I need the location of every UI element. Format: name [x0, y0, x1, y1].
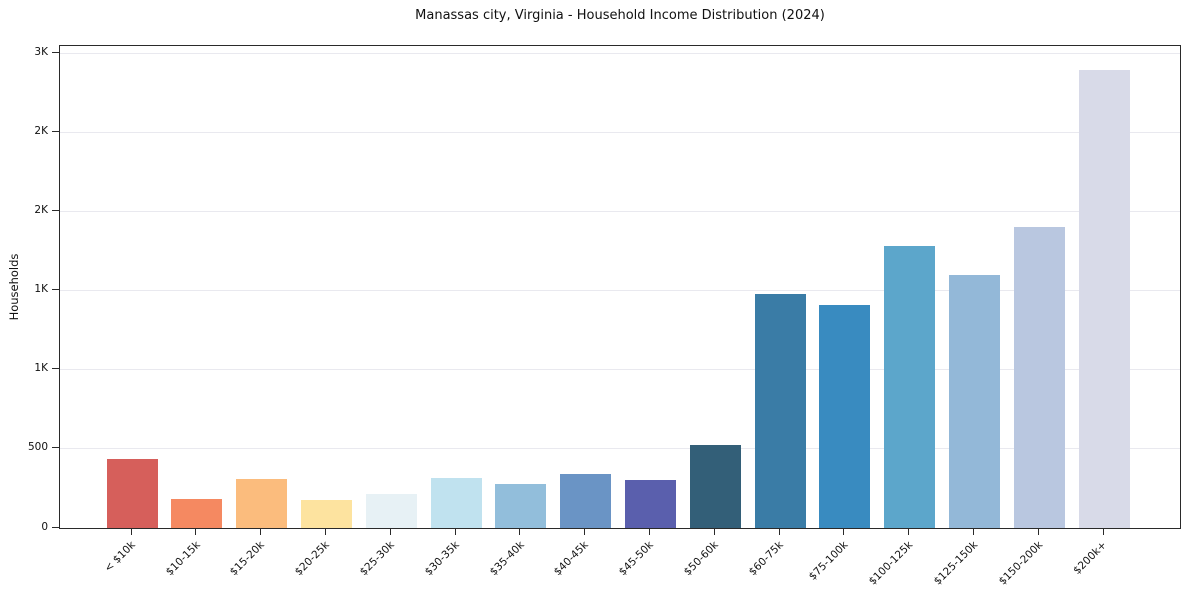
gridline [60, 369, 1180, 371]
x-tick-label: $30-35k [422, 539, 462, 579]
x-tick-mark [648, 529, 650, 535]
gridline [60, 290, 1180, 292]
bar-200k [1078, 69, 1130, 528]
bar-60-75k [754, 294, 806, 528]
gridline [60, 132, 1180, 134]
bar-15-20k [236, 479, 288, 528]
y-tick-mark [52, 526, 59, 528]
x-tick-label: $150-200k [996, 539, 1045, 588]
x-tick-mark [130, 529, 132, 535]
bar-20-25k [300, 499, 352, 528]
x-tick-label: $25-30k [357, 539, 397, 579]
x-tick-mark [389, 529, 391, 535]
y-tick-label: 2K [34, 204, 48, 217]
x-tick-mark [584, 529, 586, 535]
x-tick-mark [1037, 529, 1039, 535]
bar-50-60k [689, 445, 741, 528]
x-tick-mark [260, 529, 262, 535]
bar-30-35k [430, 478, 482, 528]
chart-title: Manassas city, Virginia - Household Inco… [415, 8, 825, 23]
x-tick-label: $75-100k [806, 539, 851, 583]
gridline [60, 53, 1180, 55]
y-tick-label: 0 [41, 520, 48, 533]
x-tick-label: $15-20k [227, 539, 268, 579]
bar-150-200k [1013, 226, 1065, 528]
x-tick-label: $60-75k [746, 539, 786, 579]
x-tick-label: $35-40k [487, 539, 527, 579]
y-tick-mark [52, 131, 59, 133]
y-tick-label: 2K [34, 125, 48, 138]
x-tick-mark [195, 529, 197, 535]
x-tick-mark [908, 529, 910, 535]
y-tick-label: 500 [27, 441, 48, 454]
gridline [60, 448, 1180, 450]
bar-10-15k [171, 498, 223, 528]
x-tick-label: $200k+ [1071, 539, 1110, 577]
gridline [60, 211, 1180, 213]
y-tick-label: 3K [34, 46, 48, 59]
x-tick-mark [778, 529, 780, 535]
bar-100-125k [884, 245, 936, 528]
x-tick-mark [1102, 529, 1104, 535]
y-tick-mark [52, 368, 59, 370]
bar-25-30k [365, 494, 417, 528]
x-tick-mark [843, 529, 845, 535]
y-tick-mark [52, 210, 59, 212]
bar-45-50k [624, 479, 676, 528]
x-tick-mark [972, 529, 974, 535]
x-tick-mark [713, 529, 715, 535]
x-tick-label: $40-45k [551, 539, 592, 579]
x-tick-mark [454, 529, 456, 535]
x-tick-label: $45-50k [616, 539, 656, 579]
bar-10k [106, 459, 158, 528]
x-tick-label: $20-25k [292, 539, 332, 579]
y-tick-mark [52, 52, 59, 54]
x-tick-mark [324, 529, 326, 535]
bar-40-45k [560, 474, 612, 528]
x-tick-mark [519, 529, 521, 535]
y-tick-label: 1K [34, 362, 48, 375]
y-tick-mark [52, 289, 59, 291]
bar-125-150k [948, 275, 1000, 528]
bar-35-40k [495, 483, 547, 528]
x-tick-label: < $10k [101, 539, 138, 575]
x-tick-label: $10-15k [163, 539, 203, 579]
y-tick-label: 1K [34, 283, 48, 296]
x-tick-label: $125-150k [931, 539, 980, 588]
plot-area [59, 45, 1181, 529]
y-tick-mark [52, 447, 59, 449]
x-tick-label: $100-125k [866, 539, 916, 588]
x-tick-label: $50-60k [681, 539, 721, 579]
bar-75-100k [819, 305, 871, 528]
